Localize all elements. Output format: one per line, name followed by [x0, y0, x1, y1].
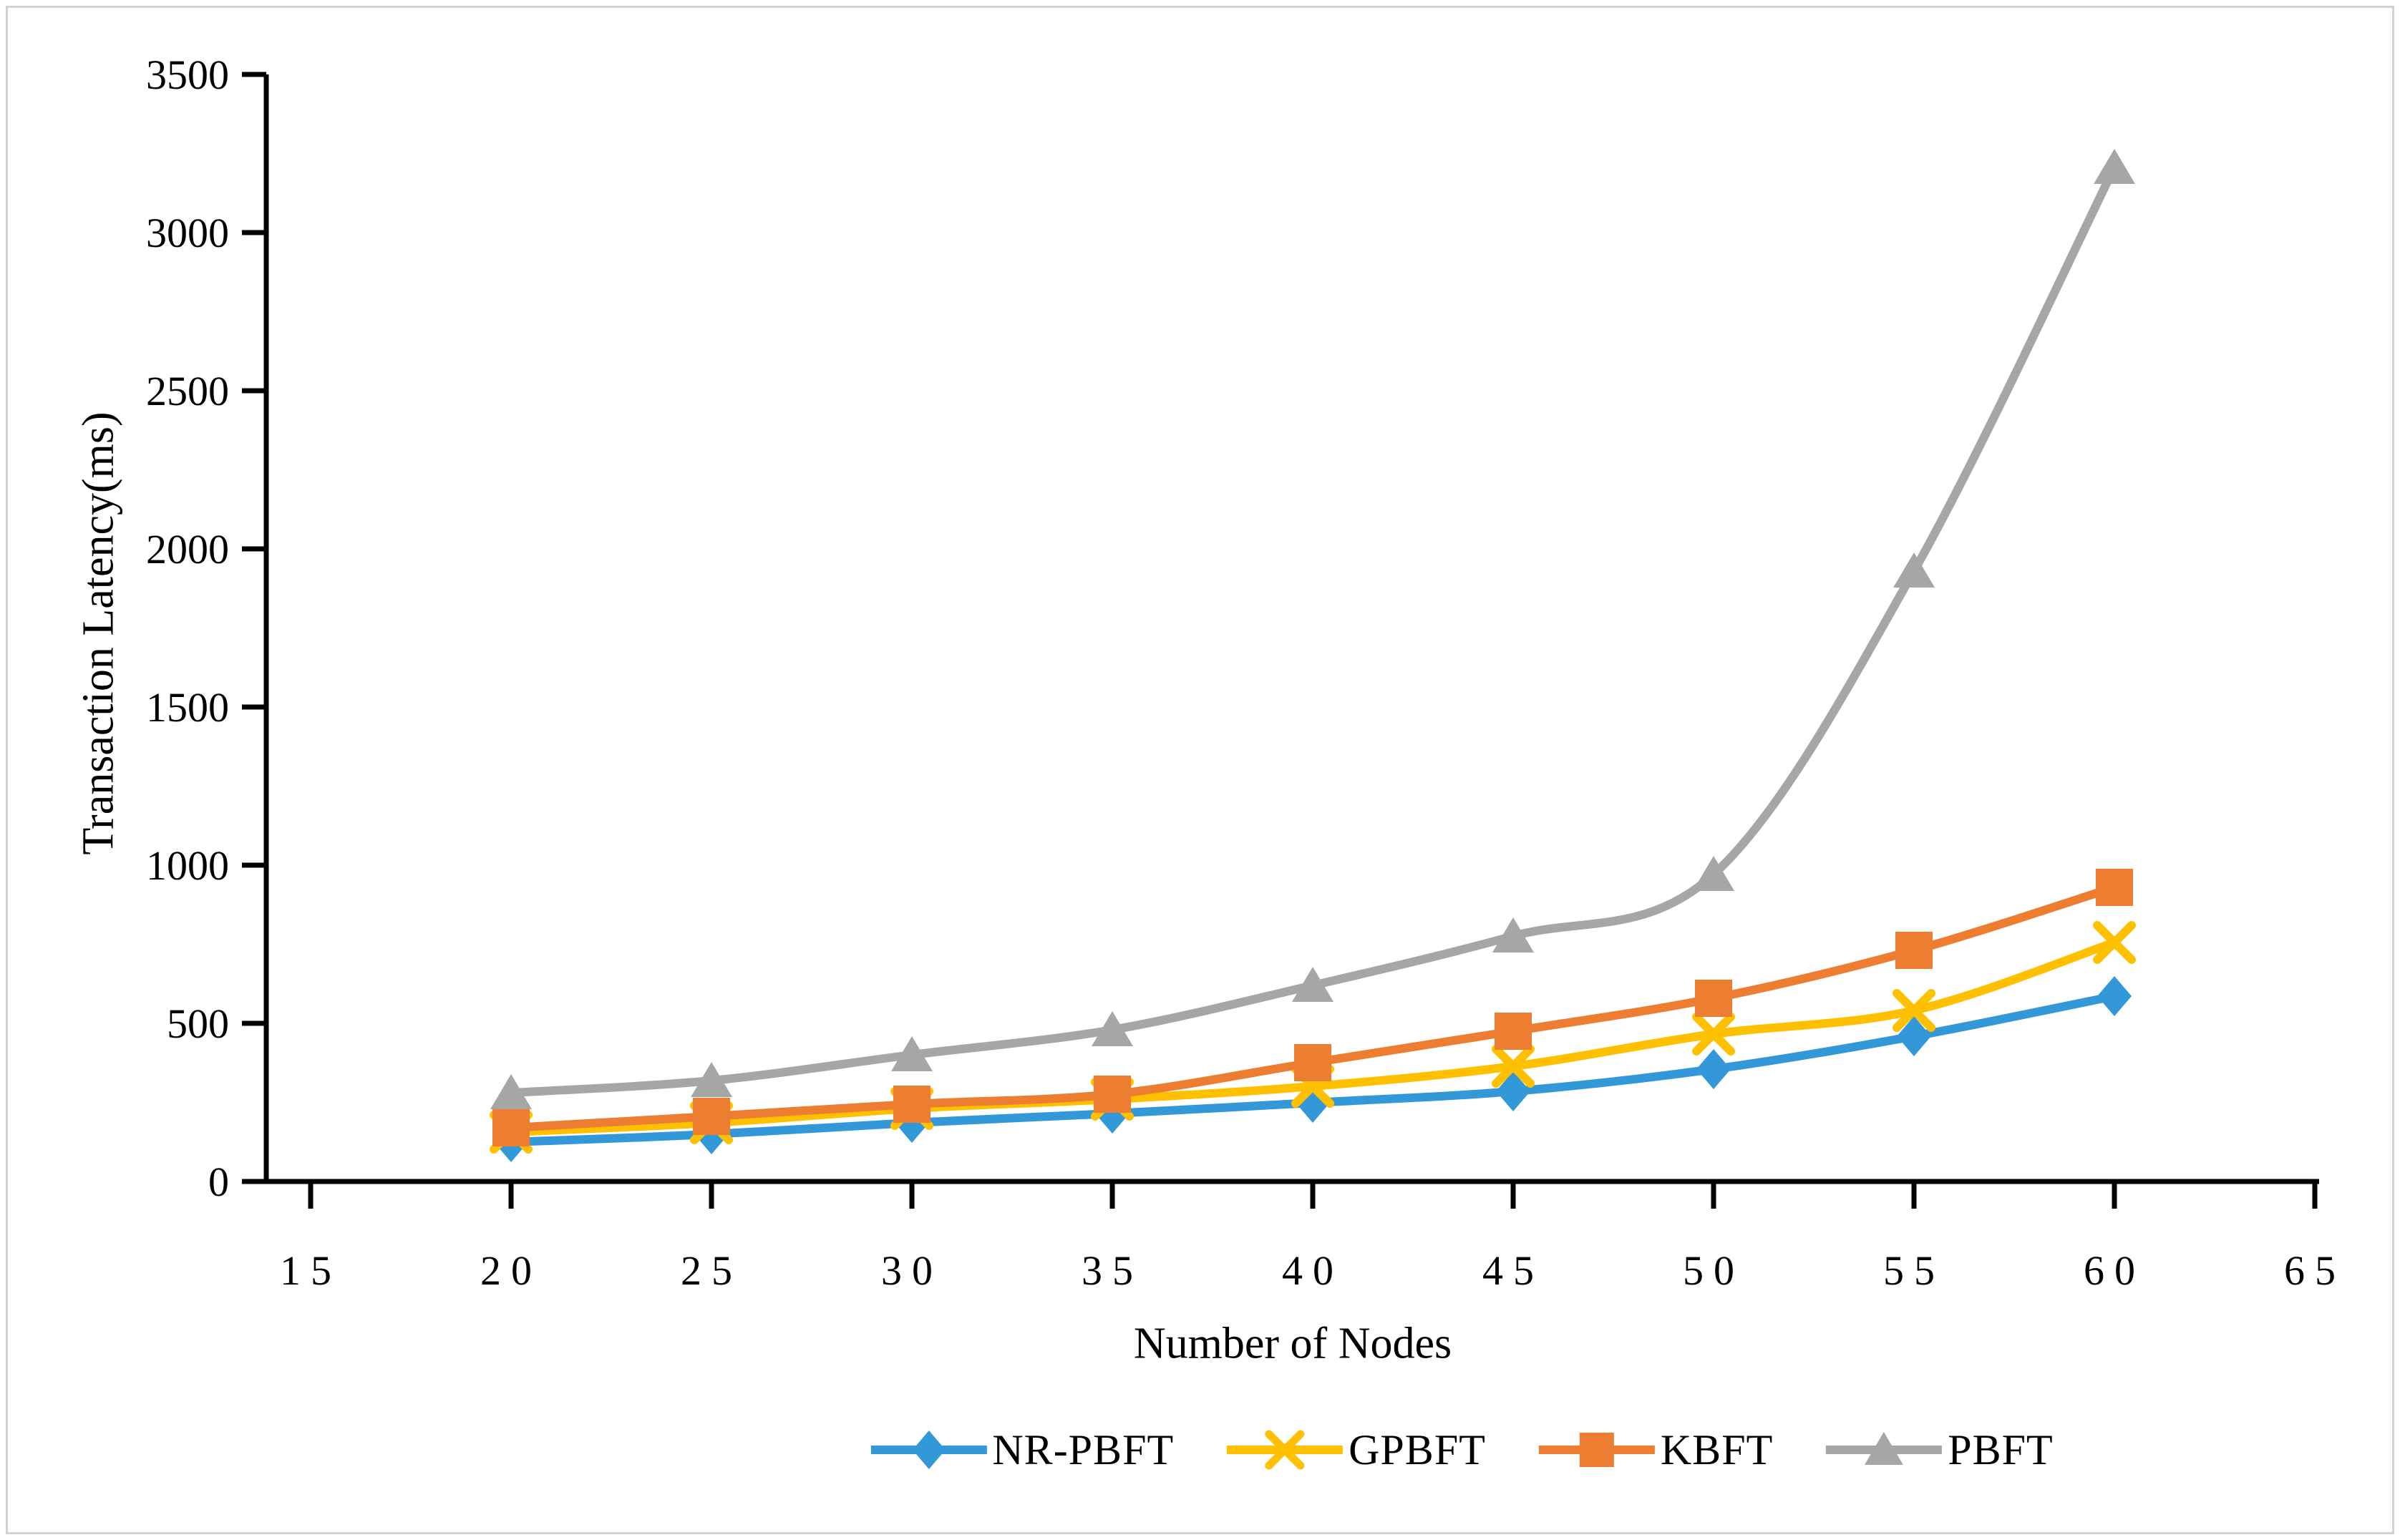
marker-square-KBFT: [1094, 1076, 1131, 1113]
y-tick-label: 3000: [146, 210, 229, 256]
marker-x-GPBFT: [1893, 989, 1935, 1032]
legend-square-icon: [1538, 1433, 1655, 1467]
marker-triangle-PBFT: [1693, 856, 1734, 891]
marker-square-KBFT: [492, 1109, 530, 1146]
x-tick-label: 20: [480, 1247, 542, 1294]
x-tick-label: 40: [1282, 1247, 1344, 1294]
marker-square-KBFT: [1895, 932, 1933, 969]
y-tick-label: 1000: [146, 842, 229, 889]
chart-legend: NR-PBFT GPBFT KBFT PBFT: [868, 1424, 2053, 1476]
x-tick-label: 30: [881, 1247, 943, 1294]
series-line-PBFT: [507, 163, 2119, 1097]
legend-x-icon: [1227, 1430, 1344, 1470]
marker-square-KBFT: [693, 1098, 730, 1135]
marker-square-KBFT: [1294, 1044, 1331, 1081]
marker-square-KBFT: [1495, 1013, 1532, 1050]
marker-x-GPBFT: [1692, 1013, 1735, 1056]
marker-triangle-PBFT: [490, 1074, 532, 1109]
x-tick-label: 65: [2284, 1247, 2346, 1294]
marker-x-GPBFT: [1492, 1045, 1535, 1088]
marker-triangle-PBFT: [691, 1062, 732, 1097]
marker-diamond-NR-PBFT: [1696, 1049, 1731, 1089]
x-tick-label: 60: [2084, 1247, 2145, 1294]
marker-triangle-PBFT: [891, 1036, 933, 1071]
y-tick-label: 3500: [146, 52, 229, 98]
marker-triangle-PBFT: [2094, 149, 2135, 184]
marker-diamond-NR-PBFT: [1496, 1071, 1530, 1111]
legend-label: PBFT: [1948, 1426, 2054, 1473]
legend-label: KBFT: [1660, 1426, 1774, 1473]
legend-item-PBFT: PBFT: [1823, 1424, 2053, 1476]
marker-square-KBFT: [893, 1086, 931, 1123]
legend-diamond-icon: [870, 1431, 987, 1469]
marker-triangle-PBFT: [1292, 967, 1333, 1002]
y-axis-title: Transaction Latency(ms): [74, 411, 123, 855]
x-axis-title: Number of Nodes: [1133, 1319, 1452, 1368]
y-tick-label: 0: [208, 1159, 229, 1205]
y-tick-label: 1500: [146, 684, 229, 731]
marker-square-KBFT: [1695, 980, 1732, 1017]
legend-label: GPBFT: [1349, 1426, 1486, 1473]
legend-item-KBFT: KBFT: [1536, 1424, 1773, 1476]
y-tick-label: 500: [167, 1000, 229, 1047]
legend-item-GPBFT: GPBFT: [1224, 1424, 1486, 1476]
legend-triangle-icon: [1826, 1432, 1943, 1465]
x-tick-label: 15: [280, 1247, 341, 1294]
y-tick-label: 2500: [146, 368, 229, 414]
marker-diamond-NR-PBFT: [2097, 976, 2132, 1016]
marker-triangle-PBFT: [1492, 917, 1534, 952]
marker-square-KBFT: [2096, 869, 2133, 906]
marker-triangle-PBFT: [1092, 1011, 1133, 1046]
x-tick-label: 55: [1883, 1247, 1945, 1294]
legend-item-NR-PBFT: NR-PBFT: [868, 1424, 1174, 1476]
legend-label: NR-PBFT: [992, 1426, 1175, 1473]
marker-triangle-PBFT: [1893, 552, 1935, 588]
x-tick-label: 35: [1082, 1247, 1143, 1294]
x-tick-label: 45: [1482, 1247, 1544, 1294]
marker-diamond-NR-PBFT: [1897, 1016, 1931, 1056]
marker-x-GPBFT: [2093, 921, 2136, 964]
x-tick-label: 25: [681, 1247, 742, 1294]
y-tick-label: 2000: [146, 526, 229, 572]
x-tick-label: 50: [1683, 1247, 1744, 1294]
